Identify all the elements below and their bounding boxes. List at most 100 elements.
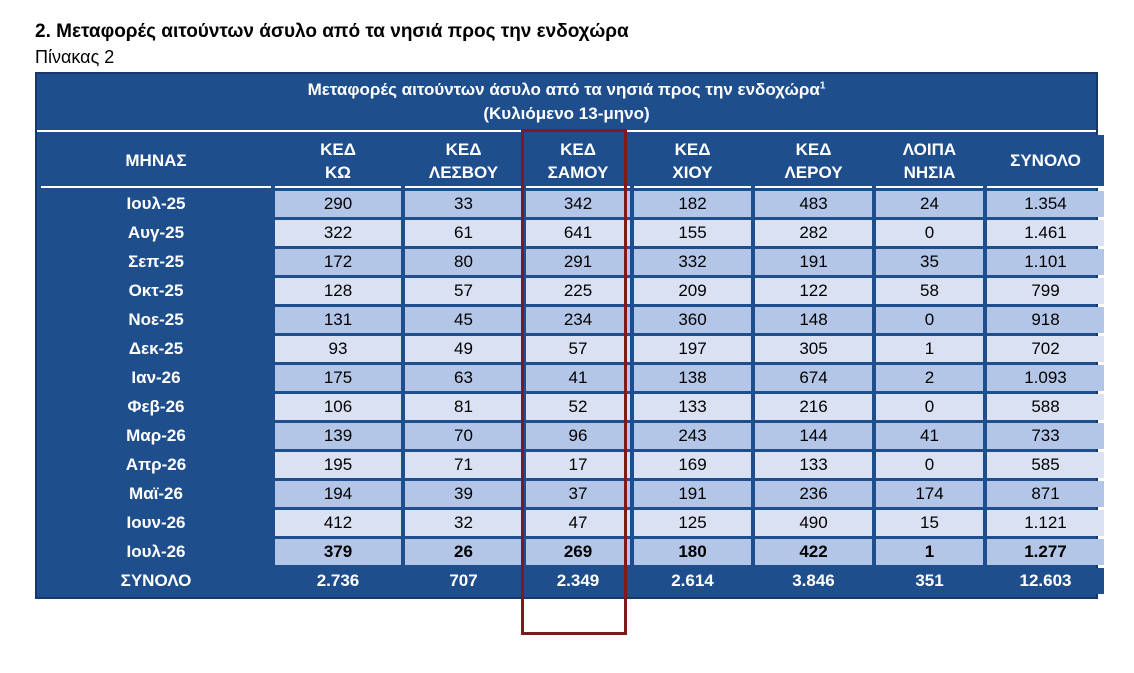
value-cell: 305	[755, 336, 872, 362]
column-header-line1: ΚΕΔ	[560, 139, 596, 159]
value-cell: 45	[405, 307, 522, 333]
value-cell: 918	[987, 307, 1104, 333]
total-label-cell: ΣΥΝΟΛΟ	[41, 568, 271, 594]
value-cell: 234	[526, 307, 630, 333]
value-cell: 180	[634, 539, 751, 565]
value-cell: 588	[987, 394, 1104, 420]
value-cell: 243	[634, 423, 751, 449]
value-cell: 0	[876, 452, 983, 478]
column-header: ΚΕΔ ΛΕΡΟΥ	[755, 135, 872, 188]
table-label: Πίνακας 2	[35, 47, 115, 67]
value-cell: 37	[526, 481, 630, 507]
column-header-line2: ΣΑΜΟΥ	[547, 162, 609, 182]
value-cell: 0	[876, 220, 983, 246]
value-cell: 216	[755, 394, 872, 420]
table-title-footnote: 1	[819, 80, 826, 92]
value-cell: 290	[275, 191, 401, 217]
value-cell: 138	[634, 365, 751, 391]
month-cell: Ιουλ-25	[41, 191, 271, 217]
table-subtitle: (Κυλιόμενο 13-μηνο)	[483, 104, 650, 123]
value-cell: 57	[405, 278, 522, 304]
transfers-table: Μεταφορές αιτούντων άσυλο από τα νησιά π…	[35, 72, 1104, 599]
section-title: 2. Μεταφορές αιτούντων άσυλο από τα νησι…	[35, 21, 629, 42]
value-cell: 133	[634, 394, 751, 420]
column-header-line2: ΛΕΣΒΟΥ	[428, 162, 499, 182]
column-header: ΚΕΔ ΛΕΣΒΟΥ	[405, 135, 522, 188]
value-cell: 379	[275, 539, 401, 565]
value-cell: 15	[876, 510, 983, 536]
value-cell: 360	[634, 307, 751, 333]
value-cell: 41	[526, 365, 630, 391]
total-value-cell: 2.736	[275, 568, 401, 594]
value-cell: 1.354	[987, 191, 1104, 217]
value-cell: 63	[405, 365, 522, 391]
value-cell: 674	[755, 365, 872, 391]
value-cell: 342	[526, 191, 630, 217]
value-cell: 32	[405, 510, 522, 536]
value-cell: 175	[275, 365, 401, 391]
table-row: Οκτ-25 128 57 225 209 122 58 799	[41, 278, 1104, 304]
month-cell: Απρ-26	[41, 452, 271, 478]
table-row: Ιαν-26 175 63 41 138 674 2 1.093	[41, 365, 1104, 391]
total-value-cell: 2.349	[526, 568, 630, 594]
value-cell: 871	[987, 481, 1104, 507]
value-cell: 585	[987, 452, 1104, 478]
value-cell: 58	[876, 278, 983, 304]
month-cell: Ιαν-26	[41, 365, 271, 391]
total-row: ΣΥΝΟΛΟ 2.736 707 2.349 2.614 3.846 351 12.603	[41, 568, 1104, 594]
column-header: ΚΕΔ ΚΩ	[275, 135, 401, 188]
value-cell: 96	[526, 423, 630, 449]
table-row: Αυγ-25 322 61 641 155 282 0 1.461	[41, 220, 1104, 246]
table-row: Ιουλ-26 379 26 269 180 422 1 1.277	[41, 539, 1104, 565]
value-cell: 49	[405, 336, 522, 362]
value-cell: 291	[526, 249, 630, 275]
table-row: Σεπ-25 172 80 291 332 191 35 1.101	[41, 249, 1104, 275]
value-cell: 2	[876, 365, 983, 391]
value-cell: 139	[275, 423, 401, 449]
value-cell: 106	[275, 394, 401, 420]
value-cell: 799	[987, 278, 1104, 304]
table-row: Νοε-25 131 45 234 360 148 0 918	[41, 307, 1104, 333]
value-cell: 26	[405, 539, 522, 565]
total-value-cell: 707	[405, 568, 522, 594]
column-header-line1: ΣΥΝΟΛΟ	[1010, 151, 1081, 170]
value-cell: 1	[876, 539, 983, 565]
column-header: ΚΕΔ ΧΙΟΥ	[634, 135, 751, 188]
month-cell: Αυγ-25	[41, 220, 271, 246]
value-cell: 269	[526, 539, 630, 565]
value-cell: 1.101	[987, 249, 1104, 275]
column-header-line1: ΚΕΔ	[795, 139, 832, 159]
table-row: Μαϊ-26 194 39 37 191 236 174 871	[41, 481, 1104, 507]
value-cell: 125	[634, 510, 751, 536]
data-grid: ΜΗΝΑΣ ΚΕΔ ΚΩ ΚΕΔ ΛΕΣΒΟΥ ΚΕΔ ΣΑΜΟΥ ΚΕΔ ΧΙΟΥ ΚΕΔ ΛΕΡ…	[37, 132, 1108, 597]
value-cell: 128	[275, 278, 401, 304]
value-cell: 225	[526, 278, 630, 304]
month-cell: Δεκ-25	[41, 336, 271, 362]
value-cell: 197	[634, 336, 751, 362]
value-cell: 209	[634, 278, 751, 304]
value-cell: 282	[755, 220, 872, 246]
value-cell: 191	[634, 481, 751, 507]
table-body: Ιουλ-25 290 33 342 182 483 24 1.354 Αυγ-25 322 61 6…	[41, 191, 1104, 594]
value-cell: 71	[405, 452, 522, 478]
value-cell: 1.093	[987, 365, 1104, 391]
value-cell: 191	[755, 249, 872, 275]
month-cell: Μαρ-26	[41, 423, 271, 449]
value-cell: 194	[275, 481, 401, 507]
value-cell: 33	[405, 191, 522, 217]
value-cell: 80	[405, 249, 522, 275]
table-row: Ιουν-26 412 32 47 125 490 15 1.121	[41, 510, 1104, 536]
value-cell: 47	[526, 510, 630, 536]
month-cell: Φεβ-26	[41, 394, 271, 420]
table-row: Μαρ-26 139 70 96 243 144 41 733	[41, 423, 1104, 449]
value-cell: 57	[526, 336, 630, 362]
value-cell: 93	[275, 336, 401, 362]
total-value-cell: 351	[876, 568, 983, 594]
column-header: ΣΥΝΟΛΟ	[987, 135, 1104, 188]
value-cell: 322	[275, 220, 401, 246]
table-title: Μεταφορές αιτούντων άσυλο από τα νησιά π…	[307, 80, 826, 99]
value-cell: 24	[876, 191, 983, 217]
value-cell: 144	[755, 423, 872, 449]
column-header-line2: ΛΕΡΟΥ	[784, 162, 843, 182]
value-cell: 0	[876, 307, 983, 333]
